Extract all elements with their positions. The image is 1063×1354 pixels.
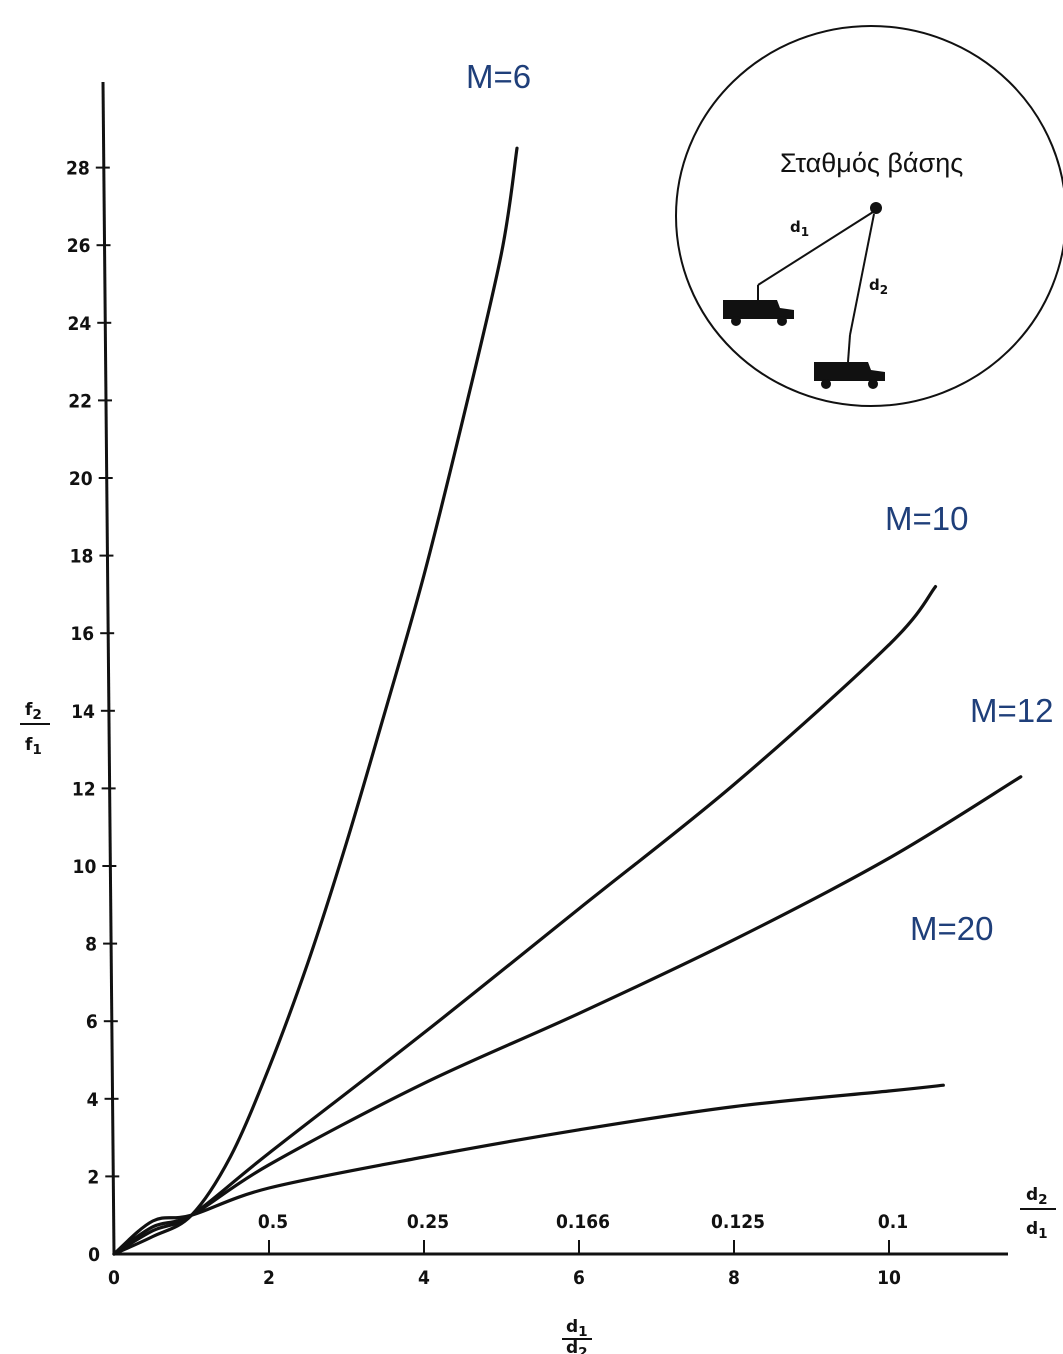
x-axis-label: d1 d2 <box>562 1317 592 1354</box>
y-tick-label: 10 <box>73 856 97 878</box>
x-ticks: 0 2 4 6 8 10 <box>108 1240 901 1289</box>
label-d2: d2 <box>869 276 888 297</box>
series-line-m6 <box>112 146 519 1256</box>
series-label-m6: M=6 <box>466 58 531 95</box>
y-tick-label: 26 <box>67 235 91 257</box>
y-tick-label: 0 <box>88 1244 100 1266</box>
svg-text:d2: d2 <box>566 1338 588 1354</box>
svg-text:f1: f1 <box>25 735 42 758</box>
y-tick-label: 14 <box>71 701 95 723</box>
svg-text:d1: d1 <box>566 1317 588 1340</box>
x2-tick-label: 0.5 <box>258 1211 288 1233</box>
series-line-m12 <box>112 775 1023 1256</box>
y-tick-label: 4 <box>87 1089 99 1111</box>
series-label-m12: M=12 <box>970 692 1053 729</box>
x2-tick-label: 0.1 <box>878 1211 908 1233</box>
y-tick-label: 6 <box>86 1011 98 1033</box>
x-tick-label: 2 <box>263 1267 275 1289</box>
y-tick-label: 16 <box>70 623 94 645</box>
series-line-m10 <box>112 585 938 1256</box>
y-tick-label: 12 <box>72 778 96 800</box>
x2-tick-label: 0.125 <box>711 1211 765 1233</box>
inset-title: Σταθμός βάσης <box>780 148 963 178</box>
x2-tick-label: 0.166 <box>556 1211 610 1233</box>
series-label-m20: M=20 <box>910 910 993 947</box>
svg-text:d1: d1 <box>1026 1219 1048 1242</box>
vehicle-icon <box>723 285 794 326</box>
y-tick-label: 2 <box>87 1166 99 1188</box>
x-tick-label: 10 <box>877 1267 901 1289</box>
label-d1: d1 <box>790 218 809 239</box>
y-axis-label: f2 f1 <box>20 700 50 758</box>
y-tick-label: 28 <box>66 158 90 180</box>
y-tick-label: 22 <box>68 390 92 412</box>
base-station-icon <box>870 202 882 214</box>
series-label-m10: M=10 <box>885 500 968 537</box>
x2-ticks: 0.5 0.25 0.166 0.125 0.1 <box>258 1211 908 1233</box>
cell-circle <box>675 25 1063 407</box>
svg-text:f2: f2 <box>25 700 42 723</box>
x-tick-label: 4 <box>418 1267 430 1289</box>
y-tick-label: 18 <box>70 546 94 568</box>
y-axis <box>101 81 116 1255</box>
vehicle-icon <box>814 334 885 389</box>
series-line-m20 <box>112 1083 945 1256</box>
link-d1 <box>757 211 874 286</box>
link-d2 <box>849 213 875 336</box>
series-lines <box>112 146 1023 1256</box>
y-tick-label: 20 <box>69 468 93 490</box>
x2-axis-label: d2 d1 <box>1020 1185 1056 1242</box>
y-tick-label: 24 <box>67 313 91 335</box>
inset-diagram: Σταθμός βάσης d1 d2 <box>675 25 1063 407</box>
y-tick-label: 8 <box>85 934 97 956</box>
x-tick-label: 6 <box>573 1267 585 1289</box>
x-tick-label: 8 <box>728 1267 740 1289</box>
x-tick-label: 0 <box>108 1267 120 1289</box>
svg-text:d2: d2 <box>1026 1185 1048 1208</box>
x2-tick-label: 0.25 <box>407 1211 449 1233</box>
